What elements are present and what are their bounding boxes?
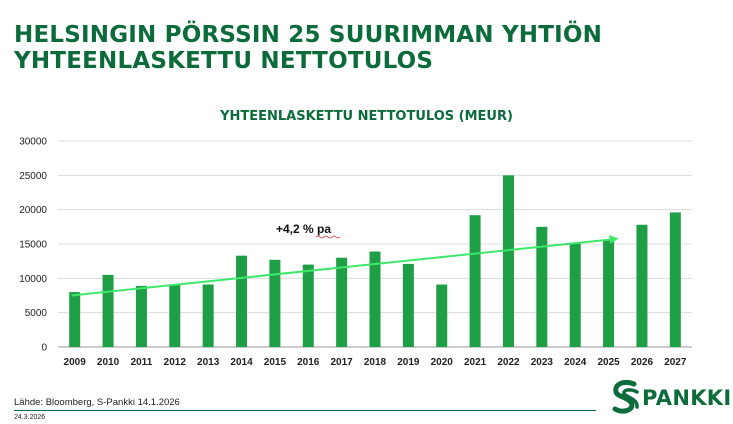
spellcheck-underline (315, 235, 341, 239)
y-tick-label: 5000 (25, 308, 48, 319)
x-tick-label: 2009 (64, 357, 87, 368)
chart-title: YHTEENLASKETTU NETTOTULOS (MEUR) (220, 109, 513, 124)
x-tick-label: 2024 (564, 357, 587, 368)
x-tick-label: 2020 (431, 357, 454, 368)
x-tick-label: 2015 (264, 357, 287, 368)
publish-date: 24.3.2026 (14, 414, 46, 421)
trend-arrow: +4,2 % pa (71, 222, 619, 297)
bar-2019 (402, 263, 414, 347)
x-tick-label: 2011 (131, 357, 153, 368)
bars (69, 175, 681, 347)
bar-2009 (69, 292, 81, 347)
x-tick-label: 2019 (397, 357, 420, 368)
x-tick-label: 2027 (664, 357, 687, 368)
y-tick-label: 0 (41, 343, 47, 354)
logo-text: PANKKI (642, 386, 732, 410)
bar-2017 (336, 257, 348, 347)
s-logo-icon (612, 379, 639, 414)
x-tick-label: 2017 (331, 357, 354, 368)
bar-2010 (102, 274, 114, 347)
y-axis-ticks: 0 5000 10000 15000 20000 25000 30000 (19, 137, 47, 354)
y-tick-label: 15000 (19, 240, 47, 251)
y-tick-label: 10000 (19, 274, 47, 285)
y-tick-label: 25000 (19, 171, 47, 182)
page-title: HELSINGIN PÖRSSIN 25 SUURIMMAN YHTIÖN YH… (14, 22, 603, 74)
x-tick-label: 2016 (297, 357, 320, 368)
x-tick-label: 2018 (364, 357, 387, 368)
bar-2027 (669, 212, 681, 347)
bar-2024 (569, 242, 581, 347)
x-tick-label: 2023 (531, 357, 554, 368)
bar-2023 (536, 226, 548, 347)
x-tick-label: 2010 (97, 357, 120, 368)
bar-2011 (135, 285, 147, 347)
x-tick-label: 2022 (497, 357, 520, 368)
x-axis-ticks: 2009 2010 2011 2012 2013 2014 2015 2016 2017 2018… (64, 357, 687, 368)
bar-2012 (169, 284, 181, 347)
trend-arrowhead (609, 234, 619, 244)
bar-2021 (469, 215, 481, 347)
x-tick-label: 2013 (197, 357, 220, 368)
y-tick-label: 20000 (19, 205, 47, 216)
x-tick-label: 2014 (230, 357, 253, 368)
footer-divider (14, 410, 596, 411)
bar-2016 (302, 264, 314, 347)
x-tick-label: 2021 (464, 357, 487, 368)
x-tick-label: 2026 (631, 357, 654, 368)
source-note: Lähde: Bloomberg, S-Pankki 14.1.2026 (14, 397, 180, 408)
trend-label: +4,2 % pa (276, 222, 331, 236)
trend-line (71, 238, 615, 297)
bar-2022 (502, 175, 514, 347)
x-tick-label: 2012 (164, 357, 187, 368)
bar-2014 (236, 255, 248, 347)
bar-2026 (636, 224, 648, 347)
y-tick-label: 30000 (19, 137, 47, 148)
bar-2013 (202, 284, 214, 347)
bar-2018 (369, 251, 381, 347)
x-tick-label: 2025 (597, 357, 620, 368)
bar-2020 (436, 284, 448, 347)
bar-2015 (269, 259, 281, 347)
bar-2025 (603, 240, 615, 347)
s-pankki-logo: PANKKI (610, 379, 731, 420)
